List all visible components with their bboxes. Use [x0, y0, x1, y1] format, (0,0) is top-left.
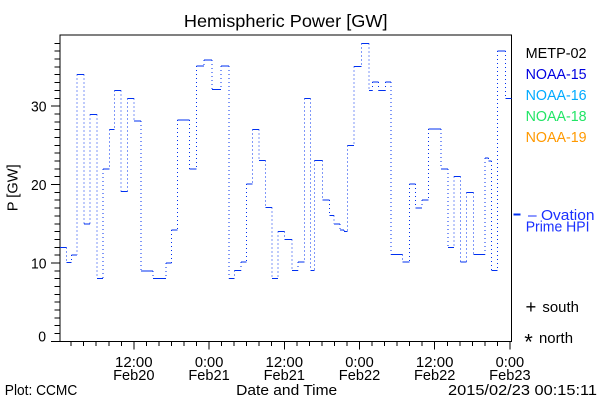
svg-text:Feb20: Feb20: [113, 368, 154, 384]
svg-text:Hemispheric Power [GW]: Hemispheric Power [GW]: [184, 11, 388, 31]
svg-text:P [GW]: P [GW]: [6, 164, 22, 211]
svg-text:12:00: 12:00: [266, 355, 304, 371]
svg-text:20: 20: [31, 178, 47, 194]
svg-text:Feb21: Feb21: [188, 368, 229, 384]
svg-text:METP-02: METP-02: [526, 46, 587, 62]
svg-text:*: *: [524, 330, 533, 355]
svg-text:NOAA-16: NOAA-16: [526, 88, 587, 104]
svg-text:0: 0: [38, 329, 46, 345]
svg-text:12:00: 12:00: [416, 355, 454, 371]
svg-text:Feb21: Feb21: [264, 368, 305, 384]
svg-text:Feb23: Feb23: [489, 368, 530, 384]
svg-text:0:00: 0:00: [345, 355, 374, 371]
svg-text:Plot: CCMC: Plot: CCMC: [5, 383, 78, 399]
svg-text:30: 30: [31, 100, 47, 116]
svg-text:Feb22: Feb22: [339, 368, 380, 384]
svg-text:12:00: 12:00: [115, 355, 153, 371]
svg-text:10: 10: [31, 256, 47, 272]
svg-text:– Ovation: – Ovation: [528, 208, 595, 224]
svg-text:+: +: [526, 296, 537, 317]
svg-text:Feb22: Feb22: [414, 368, 455, 384]
svg-text:0:00: 0:00: [195, 355, 224, 371]
svg-text:0:00: 0:00: [496, 355, 525, 371]
svg-text:Date and Time: Date and Time: [236, 383, 337, 399]
svg-text:2015/02/23 00:15:11: 2015/02/23 00:15:11: [448, 383, 597, 399]
svg-text:north: north: [539, 331, 573, 347]
svg-text:Prime HPI: Prime HPI: [526, 220, 590, 236]
svg-text:NOAA-15: NOAA-15: [526, 67, 587, 83]
svg-text:south: south: [542, 300, 579, 316]
svg-text:NOAA-19: NOAA-19: [526, 130, 587, 146]
svg-text:NOAA-18: NOAA-18: [526, 109, 587, 125]
